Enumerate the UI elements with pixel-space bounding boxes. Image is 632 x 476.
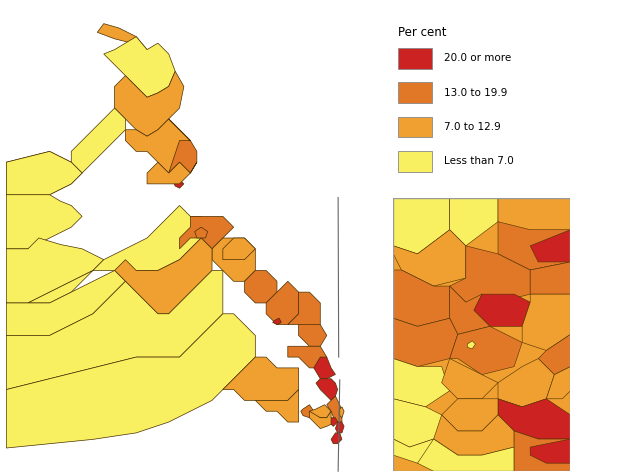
Polygon shape [450, 286, 490, 334]
Polygon shape [223, 238, 255, 259]
Polygon shape [313, 357, 336, 379]
Polygon shape [6, 151, 82, 195]
Polygon shape [6, 151, 82, 195]
Polygon shape [530, 439, 571, 463]
Bar [393, 198, 571, 471]
Polygon shape [336, 422, 344, 433]
Text: 13.0 to 19.9: 13.0 to 19.9 [444, 88, 507, 98]
Polygon shape [147, 162, 197, 184]
Polygon shape [6, 270, 223, 389]
FancyBboxPatch shape [398, 48, 432, 69]
Polygon shape [498, 198, 571, 246]
Text: 7.0 to 12.9: 7.0 to 12.9 [444, 122, 501, 132]
Polygon shape [316, 379, 337, 400]
Polygon shape [393, 399, 442, 447]
Polygon shape [546, 367, 571, 399]
Polygon shape [223, 357, 299, 400]
Polygon shape [173, 179, 184, 188]
Polygon shape [114, 71, 184, 136]
Polygon shape [125, 119, 190, 173]
Polygon shape [474, 294, 530, 327]
Polygon shape [245, 270, 277, 303]
Polygon shape [179, 217, 234, 249]
Text: 20.0 or more: 20.0 or more [444, 53, 511, 63]
Polygon shape [299, 325, 327, 346]
Polygon shape [340, 407, 344, 418]
Polygon shape [530, 230, 571, 262]
Polygon shape [329, 418, 337, 426]
Polygon shape [212, 238, 255, 281]
Polygon shape [310, 411, 331, 428]
Polygon shape [442, 358, 498, 399]
Polygon shape [530, 262, 571, 294]
Polygon shape [310, 405, 331, 418]
Polygon shape [450, 198, 498, 246]
Polygon shape [28, 270, 93, 303]
Polygon shape [393, 198, 450, 254]
Polygon shape [393, 439, 458, 463]
Polygon shape [434, 415, 514, 455]
Polygon shape [104, 37, 175, 97]
Polygon shape [288, 346, 327, 368]
Text: Per cent: Per cent [398, 26, 447, 39]
Polygon shape [468, 341, 475, 349]
Polygon shape [114, 238, 212, 314]
Polygon shape [93, 206, 201, 270]
Polygon shape [498, 399, 571, 439]
FancyBboxPatch shape [398, 82, 432, 103]
Polygon shape [498, 222, 571, 270]
Polygon shape [393, 358, 450, 407]
Polygon shape [498, 358, 554, 407]
Polygon shape [6, 314, 255, 448]
Polygon shape [195, 227, 208, 238]
Polygon shape [6, 270, 125, 336]
Polygon shape [514, 431, 571, 471]
Polygon shape [71, 108, 125, 173]
Polygon shape [255, 389, 299, 422]
Polygon shape [266, 281, 299, 325]
FancyBboxPatch shape [398, 151, 432, 171]
Polygon shape [272, 318, 281, 325]
Polygon shape [393, 270, 450, 327]
FancyBboxPatch shape [398, 117, 432, 137]
Polygon shape [450, 246, 530, 302]
Polygon shape [450, 327, 522, 375]
Polygon shape [331, 433, 342, 444]
Polygon shape [442, 399, 498, 431]
Polygon shape [97, 24, 147, 50]
Polygon shape [6, 195, 82, 249]
Polygon shape [6, 238, 104, 303]
Polygon shape [522, 294, 571, 350]
Polygon shape [393, 318, 458, 367]
Polygon shape [169, 119, 197, 173]
Polygon shape [538, 334, 571, 375]
Polygon shape [327, 396, 342, 422]
Polygon shape [301, 405, 313, 418]
Polygon shape [288, 292, 320, 336]
Text: Less than 7.0: Less than 7.0 [444, 156, 514, 166]
Polygon shape [418, 439, 514, 471]
Polygon shape [393, 230, 466, 286]
Polygon shape [393, 198, 571, 471]
